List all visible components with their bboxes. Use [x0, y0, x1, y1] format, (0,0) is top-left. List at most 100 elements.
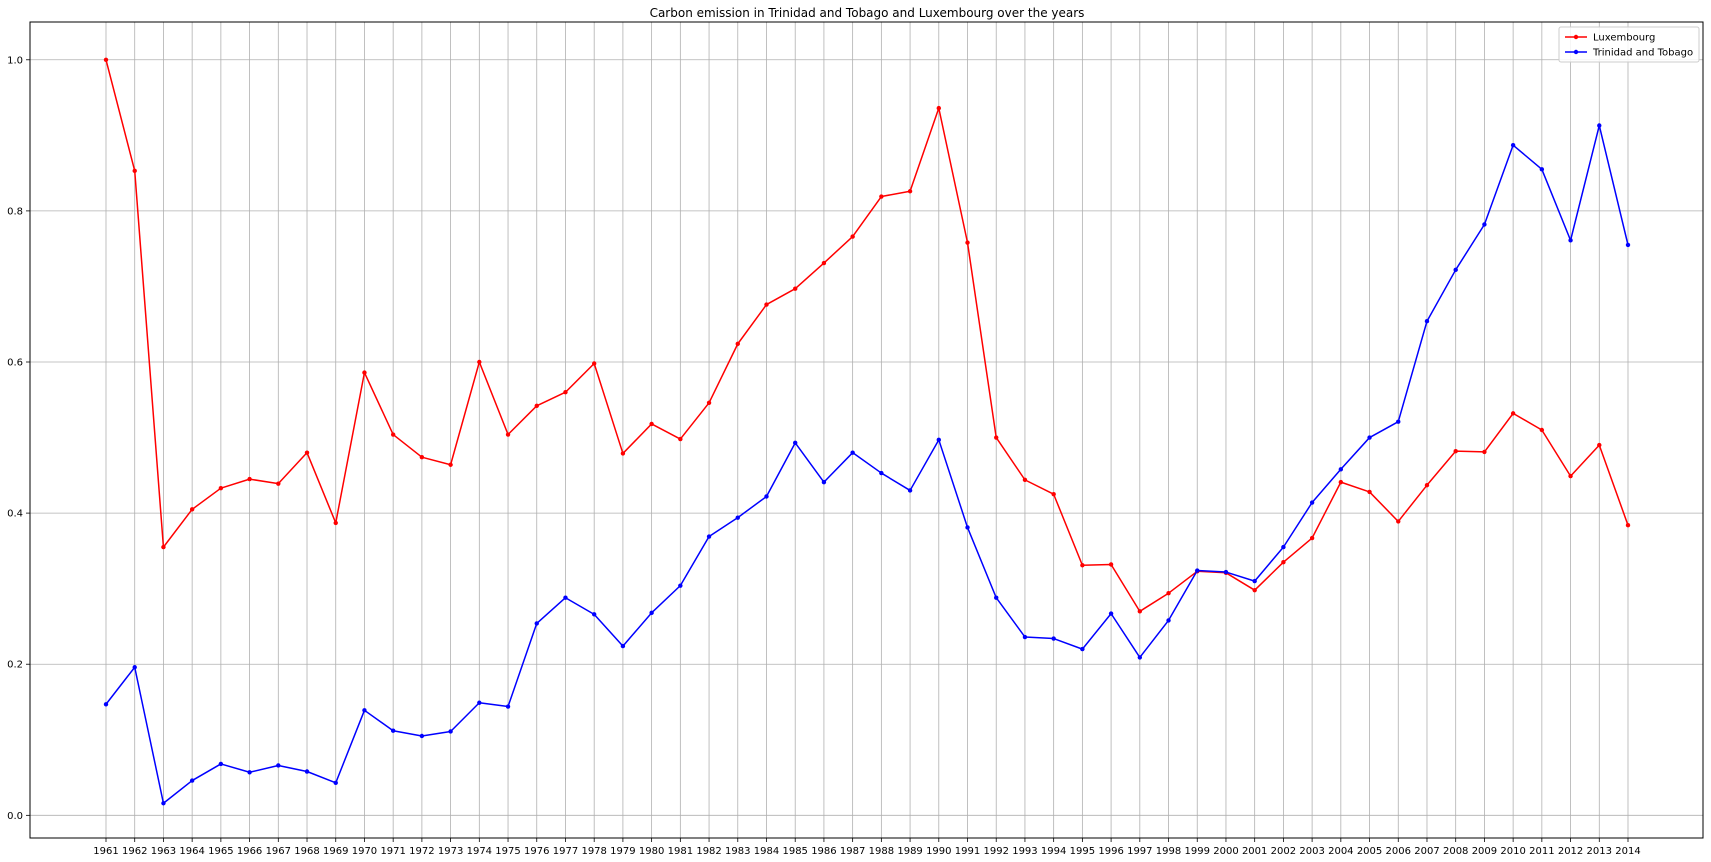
x-tick-label: 1988	[869, 846, 894, 857]
x-tick-label: 1994	[1041, 846, 1066, 857]
data-point-luxembourg	[764, 302, 769, 307]
data-point-luxembourg	[161, 544, 166, 550]
data-point-trinidad-and-tobago	[1367, 435, 1372, 440]
data-point-trinidad-and-tobago	[678, 583, 683, 588]
x-tick-label: 1968	[294, 846, 319, 857]
x-tick-label: 2014	[1615, 846, 1640, 857]
data-point-trinidad-and-tobago	[218, 761, 224, 767]
data-point-luxembourg	[850, 234, 855, 239]
data-point-trinidad-and-tobago	[994, 595, 999, 600]
x-tick-label: 2004	[1328, 846, 1353, 857]
x-tick-label: 2005	[1357, 846, 1382, 857]
data-point-luxembourg	[678, 436, 683, 442]
data-point-trinidad-and-tobago	[1080, 646, 1085, 652]
data-point-luxembourg	[879, 194, 884, 199]
x-tick-label: 1986	[811, 846, 836, 857]
data-point-trinidad-and-tobago	[534, 621, 539, 626]
data-point-luxembourg	[276, 481, 281, 486]
x-tick-label: 1980	[639, 846, 664, 857]
x-tick-label: 1971	[380, 846, 405, 857]
x-tick-label: 2003	[1299, 846, 1324, 857]
data-point-luxembourg	[1396, 519, 1401, 524]
data-point-trinidad-and-tobago	[1137, 655, 1143, 660]
data-point-luxembourg	[936, 105, 941, 111]
x-tick-label: 2008	[1443, 846, 1468, 857]
x-tick-label: 1979	[610, 846, 635, 857]
data-point-luxembourg	[1137, 609, 1143, 614]
data-point-trinidad-and-tobago	[879, 470, 884, 476]
grid-lines	[30, 22, 1703, 838]
chart-title: Carbon emission in Trinidad and Tobago a…	[650, 6, 1085, 20]
data-point-luxembourg	[1568, 473, 1573, 479]
x-tick-label: 1972	[409, 846, 434, 857]
data-point-trinidad-and-tobago	[793, 440, 798, 446]
data-point-luxembourg	[994, 435, 999, 440]
x-tick-label: 1977	[553, 846, 578, 857]
data-point-luxembourg	[649, 421, 654, 427]
y-tick-label: 0.8	[7, 206, 23, 217]
data-point-luxembourg	[1252, 587, 1257, 593]
data-point-trinidad-and-tobago	[189, 778, 195, 783]
data-point-trinidad-and-tobago	[390, 728, 396, 733]
y-tick-label: 0.6	[7, 358, 23, 369]
x-tick-label: 1999	[1185, 846, 1210, 857]
x-tick-label: 1961	[93, 846, 118, 857]
x-tick-label: 1998	[1156, 846, 1181, 857]
data-point-trinidad-and-tobago	[333, 780, 338, 786]
series-line-trinidad-and-tobago	[105, 124, 1629, 804]
x-tick-label: 1997	[1127, 846, 1152, 857]
data-point-trinidad-and-tobago	[1424, 319, 1430, 324]
y-tick-label: 0.0	[7, 811, 23, 822]
data-point-luxembourg	[1482, 449, 1487, 455]
x-tick-label: 2009	[1472, 846, 1497, 857]
data-point-luxembourg	[505, 432, 511, 437]
legend-marker-trinidad-and-tobago	[1573, 49, 1579, 55]
data-point-luxembourg	[821, 260, 827, 266]
data-point-luxembourg	[1510, 411, 1516, 416]
x-tick-label: 1970	[352, 846, 377, 857]
data-point-luxembourg	[1166, 591, 1171, 596]
x-tick-label: 1993	[1012, 846, 1037, 857]
x-tick-label: 1992	[983, 846, 1008, 857]
data-point-trinidad-and-tobago	[850, 450, 855, 455]
x-tick-label: 1983	[725, 846, 750, 857]
x-tick-label: 1984	[754, 846, 779, 857]
data-point-luxembourg	[1539, 427, 1545, 433]
x-tick-label: 2006	[1386, 846, 1411, 857]
plot-frame	[29, 21, 1704, 839]
x-tick-label: 1962	[122, 846, 147, 857]
data-point-trinidad-and-tobago	[965, 525, 970, 530]
data-point-trinidad-and-tobago	[936, 437, 941, 443]
data-point-trinidad-and-tobago	[1281, 544, 1286, 550]
data-point-trinidad-and-tobago	[1510, 142, 1516, 148]
data-point-luxembourg	[362, 370, 367, 375]
data-point-luxembourg	[1022, 477, 1028, 483]
data-point-trinidad-and-tobago	[1396, 419, 1401, 424]
data-point-trinidad-and-tobago	[1597, 123, 1602, 128]
x-tick-label: 2002	[1271, 846, 1296, 857]
data-point-trinidad-and-tobago	[304, 769, 310, 774]
x-tick-label: 2010	[1500, 846, 1525, 857]
data-point-luxembourg	[620, 451, 626, 456]
data-point-trinidad-and-tobago	[276, 763, 281, 768]
data-point-trinidad-and-tobago	[1166, 618, 1171, 623]
data-point-trinidad-and-tobago	[620, 643, 626, 649]
x-tick-label: 1976	[524, 846, 549, 857]
x-tick-label: 1974	[467, 846, 492, 857]
data-point-trinidad-and-tobago	[591, 612, 597, 617]
data-point-luxembourg	[735, 341, 740, 347]
x-tick-label: 1995	[1070, 846, 1095, 857]
data-point-luxembourg	[1625, 523, 1631, 528]
data-point-luxembourg	[563, 390, 568, 395]
y-axis: 0.0 0.2 0.4 0.6 0.8 1.0	[7, 55, 30, 822]
data-point-trinidad-and-tobago	[706, 534, 712, 539]
x-tick-label: 1987	[840, 846, 865, 857]
data-point-trinidad-and-tobago	[362, 708, 367, 713]
data-point-trinidad-and-tobago	[649, 610, 654, 616]
data-point-luxembourg	[1281, 560, 1286, 565]
data-point-luxembourg	[965, 240, 970, 245]
x-tick-label: 2007	[1414, 846, 1439, 857]
data-point-luxembourg	[419, 455, 425, 460]
data-point-trinidad-and-tobago	[735, 515, 740, 520]
